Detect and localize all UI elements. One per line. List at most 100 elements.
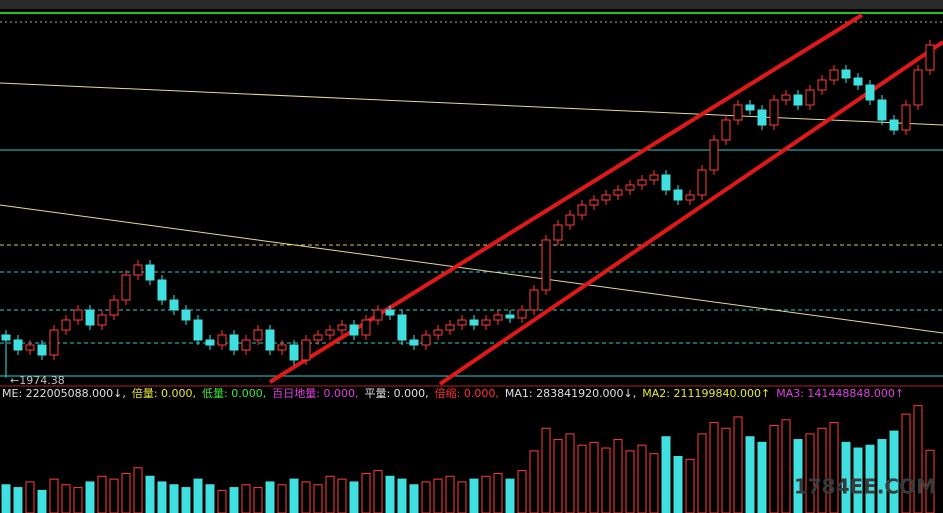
candle-body xyxy=(829,69,839,81)
candle-body xyxy=(841,69,851,79)
candle-body xyxy=(925,44,935,71)
volume-bar xyxy=(841,441,851,513)
candle-body xyxy=(529,289,539,311)
candle-body xyxy=(325,329,335,336)
volume-bar xyxy=(145,475,155,513)
volume-bar xyxy=(61,484,71,513)
candle-body xyxy=(241,339,251,351)
candle-body xyxy=(505,314,515,319)
volume-bar xyxy=(13,487,23,513)
volume-bar xyxy=(481,475,491,513)
volume-bar xyxy=(697,433,707,513)
candle-body xyxy=(697,169,707,196)
volume-bar xyxy=(673,456,683,513)
candle-body xyxy=(793,94,803,106)
volume-bar xyxy=(445,475,455,513)
volume-bar xyxy=(577,444,587,513)
candle-body xyxy=(169,299,179,311)
candle-body xyxy=(97,314,107,326)
indicator-label: 倍缩: 0.000, xyxy=(435,386,499,400)
candle-body xyxy=(541,239,551,291)
candle-body xyxy=(61,319,71,331)
indicator-label: ME: 222005088.000↓, xyxy=(2,387,126,400)
trend-line xyxy=(0,204,943,334)
candle-body xyxy=(553,224,563,241)
candle-body xyxy=(181,309,191,321)
candle-body xyxy=(637,179,647,186)
candle-body xyxy=(577,204,587,216)
channel-line xyxy=(438,40,943,386)
volume-bar xyxy=(469,478,479,513)
candle-body xyxy=(253,329,263,341)
candle-body xyxy=(613,189,623,196)
volume-bar xyxy=(301,481,311,513)
candle-body xyxy=(661,174,671,191)
candle-body xyxy=(409,339,419,346)
candle-body xyxy=(229,334,239,351)
volume-bar xyxy=(517,470,527,513)
volume-bar xyxy=(925,449,935,513)
candle-body xyxy=(301,339,311,361)
toolbar xyxy=(0,0,943,9)
volume-bar xyxy=(169,484,179,513)
candle-body xyxy=(649,174,659,181)
volume-bar xyxy=(901,413,911,513)
watermark: 1784EE.COM xyxy=(794,475,936,499)
candle-body xyxy=(685,194,695,201)
candle-body xyxy=(73,309,83,321)
indicator-label: MA3: 141448848.000↑ xyxy=(776,387,904,400)
candle-body xyxy=(373,309,383,321)
candle-body xyxy=(385,309,395,316)
candle-body xyxy=(1,334,11,341)
volume-bar xyxy=(637,444,647,513)
volume-bar xyxy=(385,475,395,513)
candle-body xyxy=(709,139,719,171)
volume-bar xyxy=(73,487,83,513)
candle-body xyxy=(805,89,815,106)
candle-body xyxy=(817,79,827,91)
volume-bar xyxy=(589,441,599,513)
candle-body xyxy=(625,184,635,191)
indicator-label: 百日地量: 0.000, xyxy=(272,387,358,400)
candle-body xyxy=(289,344,299,361)
volume-bar xyxy=(505,478,515,513)
candle-body xyxy=(445,324,455,331)
candle-body xyxy=(265,329,275,351)
candle-body xyxy=(277,344,287,351)
candle-body xyxy=(493,314,503,321)
volume-bar xyxy=(313,484,323,513)
volume-bar xyxy=(493,472,503,513)
volume-bar xyxy=(373,470,383,513)
indicator-label: 倍量: 0.000, xyxy=(132,386,196,400)
volume-bar xyxy=(625,450,635,513)
candle-body xyxy=(397,314,407,341)
candle-body xyxy=(517,309,527,319)
candle-body xyxy=(361,319,371,336)
candle-body xyxy=(157,279,167,301)
volume-bar xyxy=(193,478,203,513)
volume-bar xyxy=(721,427,731,513)
candle-body xyxy=(433,329,443,336)
volume-bar xyxy=(349,481,359,513)
volume-bar xyxy=(889,430,899,513)
candle-body xyxy=(721,119,731,141)
volume-bar xyxy=(865,444,875,513)
candle-body xyxy=(349,324,359,336)
candle-body xyxy=(781,94,791,101)
volume-bar xyxy=(97,475,107,513)
indicator-label: MA1: 283841920.000↓, xyxy=(505,387,636,400)
candle-body xyxy=(469,319,479,326)
candle-body xyxy=(481,319,491,326)
candle-body xyxy=(121,274,131,301)
candle-body xyxy=(565,214,575,226)
candle-body xyxy=(49,329,59,356)
volume-bar xyxy=(601,447,611,513)
volume-bar xyxy=(433,478,443,513)
candle-body xyxy=(25,344,35,351)
volume-bar xyxy=(253,487,263,513)
channel-line xyxy=(268,13,864,384)
volume-bar xyxy=(781,419,791,513)
candle-body xyxy=(193,319,203,341)
volume-bar xyxy=(289,478,299,513)
candle-body xyxy=(133,264,143,276)
